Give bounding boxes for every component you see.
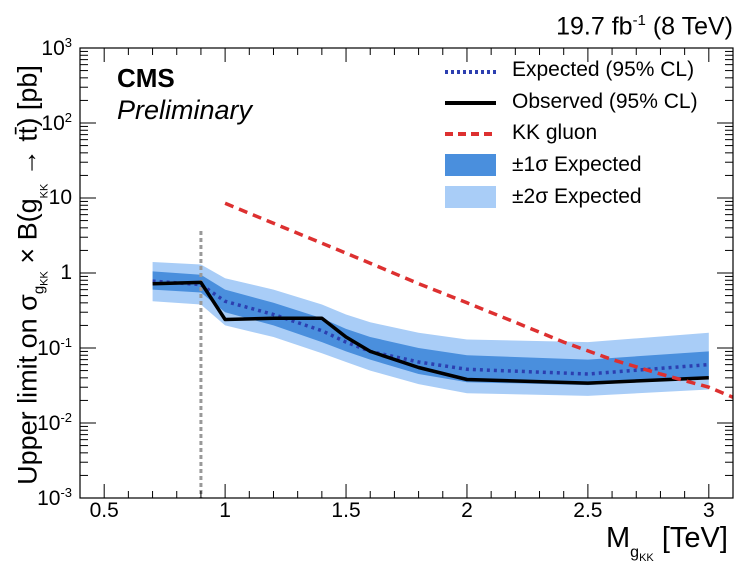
experiment-label: CMS [117, 63, 175, 93]
y-tick-label: 10 [48, 186, 72, 209]
x-tick-label: 0.5 [89, 499, 119, 522]
y-tick-label: 10-1 [37, 335, 72, 360]
legend-expected-label: Expected (95% CL) [512, 58, 695, 81]
x-tick-label: 2 [461, 499, 473, 522]
band-1sigma [152, 271, 709, 386]
y-tick-label: 103 [41, 35, 72, 60]
luminosity-label: 19.7 fb-1 (8 TeV) [556, 12, 733, 41]
x-tick-label: 1.5 [331, 499, 361, 522]
series-expected [152, 279, 709, 376]
y-tick-label: 10-2 [37, 410, 72, 435]
y-tick-label: 10-3 [37, 485, 72, 510]
y-tick-label: 1 [60, 261, 72, 284]
legend-2sigma-label: ±2σ Expected [512, 185, 642, 208]
legend-kk-label: KK gluon [512, 121, 598, 144]
series-observed [152, 280, 709, 385]
status-label: Preliminary [117, 95, 253, 125]
legend-1sigma-swatch [445, 154, 496, 176]
x-tick-label: 3 [702, 499, 715, 522]
legend-1sigma-label: ±1σ Expected [512, 153, 642, 176]
legend-observed-label: Observed (95% CL) [512, 90, 698, 113]
x-tick-label: 1 [219, 499, 231, 522]
x-axis-title: MgKK [TeV] [606, 522, 728, 564]
legend-2sigma-swatch [445, 186, 496, 208]
y-tick-label: 102 [41, 110, 72, 135]
series-kk-gluon [224, 201, 733, 399]
x-tick-label: 2.5 [573, 499, 603, 522]
